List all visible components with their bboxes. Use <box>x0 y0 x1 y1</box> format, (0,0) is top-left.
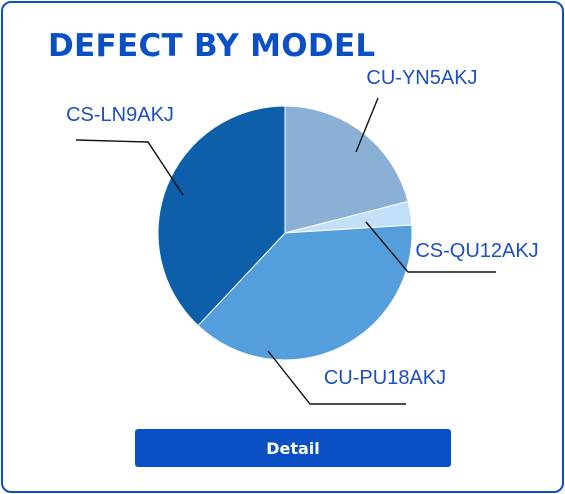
leader-line-cu-pu18akj <box>267 350 406 405</box>
detail-button[interactable]: Detail <box>135 429 451 467</box>
slice-label-cs-ln9akj: CS-LN9AKJ <box>66 104 174 126</box>
slice-label-cs-qu12akj: CS-QU12AKJ <box>415 240 538 262</box>
leader-line-cs-ln9akj <box>75 139 184 196</box>
slice-label-cu-pu18akj: CU-PU18AKJ <box>324 367 446 389</box>
pie-slice-cu-yn5akj <box>284 105 409 234</box>
slice-label-cu-yn5akj: CU-YN5AKJ <box>366 67 477 89</box>
leader-line-cs-qu12akj <box>365 221 496 273</box>
leader-line-cu-yn5akj <box>355 97 379 153</box>
chart-title: DEFECT BY MODEL <box>48 28 376 64</box>
pie-slice-cs-ln9akj <box>157 105 286 327</box>
pie-slice-cu-pu18akj <box>197 224 413 361</box>
